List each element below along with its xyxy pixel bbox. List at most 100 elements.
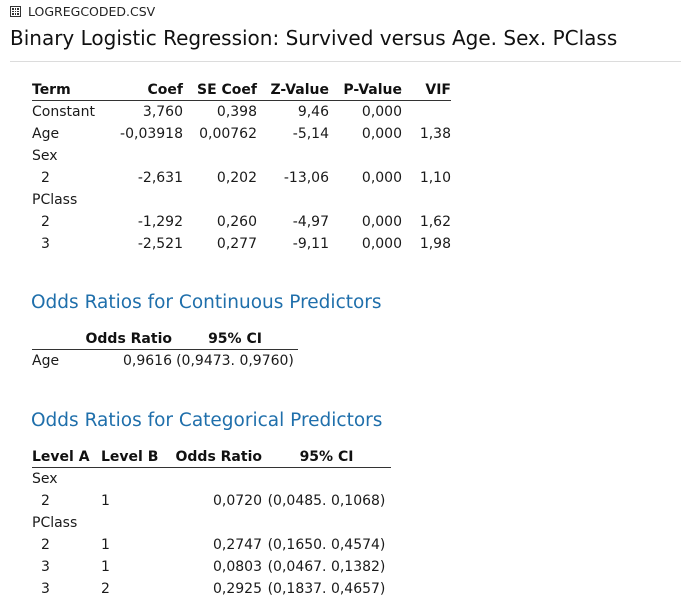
table-cell: 1	[101, 493, 110, 509]
table-row: Age -0,03918 0,00762 -5,14 0,000 1,38	[32, 123, 451, 145]
table-cell	[329, 145, 402, 167]
header-predictor	[32, 328, 86, 350]
continuous-section-title: Odds Ratios for Continuous Predictors	[31, 292, 382, 313]
header-z-value: Z-Value	[257, 79, 329, 101]
table-cell: 1	[101, 559, 110, 575]
table-cell: 0,000	[361, 104, 402, 120]
table-cell: (0,1650. 0,4574)	[267, 537, 386, 553]
header-vif: VIF	[402, 79, 451, 101]
table-cell: 0,0803	[213, 559, 262, 575]
file-name: LOGREGCODED.CSV	[28, 4, 156, 19]
table-cell: (0,0467. 0,1382)	[267, 559, 386, 575]
table-cell	[101, 512, 173, 534]
header-odds-ratio: Odds Ratio	[173, 446, 262, 468]
table-header-row: Level A Level B Odds Ratio 95% CI	[32, 446, 391, 468]
header-level-a: Level A	[32, 446, 101, 468]
header-odds-ratio: Odds Ratio	[85, 328, 172, 350]
table-cell: PClass	[32, 515, 78, 531]
table-cell: -5,14	[292, 126, 329, 142]
table-cell: -13,06	[283, 170, 329, 186]
table-cell: 0,260	[216, 214, 257, 230]
table-cell: 1,38	[419, 126, 451, 142]
table-row: Sex	[32, 145, 451, 167]
table-cell	[101, 468, 173, 491]
table-cell	[262, 512, 391, 534]
table-cell: 0,000	[361, 170, 402, 186]
table-cell: 9,46	[297, 104, 329, 120]
table-cell: 1,62	[419, 214, 451, 230]
table-cell: 3	[41, 236, 50, 252]
table-cell: Constant	[32, 104, 95, 120]
table-row: 2 1 0,0720 (0,0485. 0,1068)	[32, 490, 391, 512]
table-cell: 2	[101, 581, 110, 597]
table-cell: (0,1837. 0,4657)	[267, 581, 386, 597]
table-cell	[183, 189, 257, 211]
table-cell: Sex	[32, 471, 58, 487]
table-cell	[102, 145, 183, 167]
table-cell: -2,631	[137, 170, 183, 186]
title-divider	[10, 61, 681, 62]
table-cell: 2	[41, 214, 50, 230]
table-cell: 0,202	[216, 170, 257, 186]
table-row: PClass	[32, 189, 451, 211]
table-row: 2 -2,631 0,202 -13,06 0,000 1,10	[32, 167, 451, 189]
table-cell	[257, 189, 329, 211]
table-cell: 0,398	[216, 104, 257, 120]
table-cell: 0,2747	[213, 537, 262, 553]
table-row: 3 2 0,2925 (0,1837. 0,4657)	[32, 578, 391, 600]
table-cell	[402, 101, 451, 124]
table-cell: 3	[41, 559, 50, 575]
table-row: Sex	[32, 468, 391, 491]
table-row: Constant 3,760 0,398 9,46 0,000	[32, 101, 451, 124]
table-cell: 0,000	[361, 214, 402, 230]
table-cell: PClass	[32, 192, 78, 208]
table-cell: 1,10	[419, 170, 451, 186]
header-ci: 95% CI	[172, 328, 298, 350]
file-header: LOGREGCODED.CSV	[10, 4, 155, 19]
categorical-section-title: Odds Ratios for Categorical Predictors	[31, 410, 383, 431]
table-cell: (0,0485. 0,1068)	[267, 493, 386, 509]
table-cell	[257, 145, 329, 167]
table-row: 3 1 0,0803 (0,0467. 0,1382)	[32, 556, 391, 578]
table-cell	[173, 512, 262, 534]
table-cell: 2	[41, 170, 50, 186]
categorical-odds-table: Level A Level B Odds Ratio 95% CI Sex 2 1 0…	[32, 446, 391, 600]
table-cell: -0,03918	[120, 126, 183, 142]
table-cell	[262, 468, 391, 491]
table-cell: -9,11	[292, 236, 329, 252]
table-cell: (0,9473. 0,9760)	[176, 353, 294, 369]
table-cell	[402, 189, 451, 211]
table-row: PClass	[32, 512, 391, 534]
table-cell: 0,00762	[199, 126, 257, 142]
table-cell: 0,9616	[123, 353, 172, 369]
header-level-b: Level B	[101, 446, 173, 468]
table-cell: 0,2925	[213, 581, 262, 597]
table-cell: 0,0720	[213, 493, 262, 509]
header-coef: Coef	[102, 79, 183, 101]
table-cell: 0,000	[361, 236, 402, 252]
table-cell: 2	[41, 493, 50, 509]
coefficients-table: Term Coef SE Coef Z-Value P-Value VIF Co…	[32, 79, 451, 255]
table-cell	[183, 145, 257, 167]
page-title: Binary Logistic Regression: Survived ver…	[10, 26, 618, 50]
table-cell: 3,760	[142, 104, 183, 120]
table-row: 2 -1,292 0,260 -4,97 0,000 1,62	[32, 211, 451, 233]
table-cell: 1	[101, 537, 110, 553]
header-p-value: P-Value	[329, 79, 402, 101]
table-cell: 3	[41, 581, 50, 597]
table-cell	[402, 145, 451, 167]
table-cell: -4,97	[292, 214, 329, 230]
table-cell: Age	[32, 353, 60, 369]
table-cell	[173, 468, 262, 491]
header-se-coef: SE Coef	[183, 79, 257, 101]
continuous-odds-table: Odds Ratio 95% CI Age 0,9616 (0,9473. 0,97…	[32, 328, 298, 372]
table-cell: -2,521	[137, 236, 183, 252]
table-cell: Sex	[32, 148, 58, 164]
table-cell: 0,000	[361, 126, 402, 142]
table-header-row: Term Coef SE Coef Z-Value P-Value VIF	[32, 79, 451, 101]
table-grid-icon	[10, 6, 21, 17]
table-row: Age 0,9616 (0,9473. 0,9760)	[32, 350, 298, 373]
table-row: 3 -2,521 0,277 -9,11 0,000 1,98	[32, 233, 451, 255]
header-term: Term	[32, 79, 102, 101]
table-cell: 0,277	[216, 236, 257, 252]
